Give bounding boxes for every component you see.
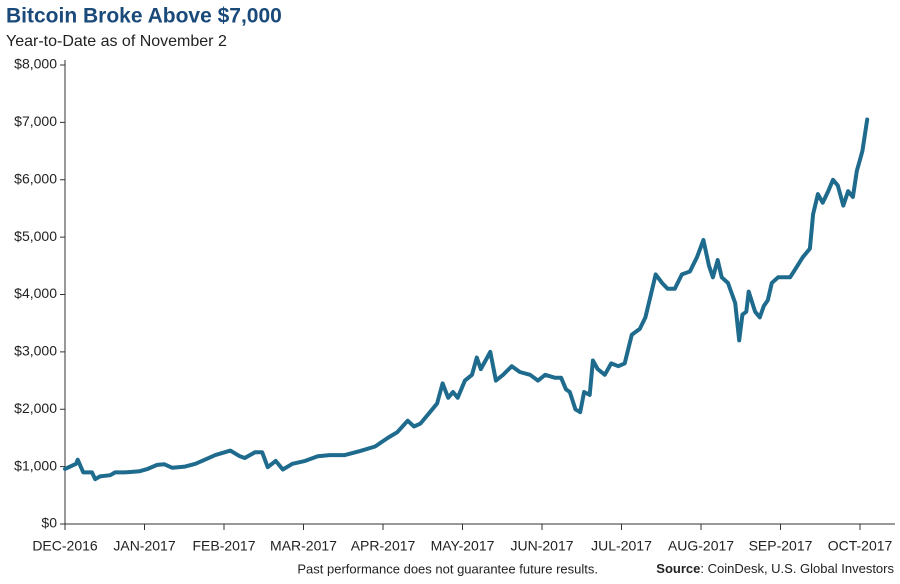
x-tick-label: FEB-2017 xyxy=(192,538,255,554)
x-tick-label: OCT-2017 xyxy=(828,538,893,554)
y-tick-label: $5,000 xyxy=(14,228,57,244)
x-tick-label: SEP-2017 xyxy=(749,538,813,554)
x-tick-label: DEC-2016 xyxy=(32,538,98,554)
y-tick-label: $4,000 xyxy=(14,285,57,301)
x-tick-label: APR-2017 xyxy=(351,538,416,554)
x-tick-label: MAR-2017 xyxy=(270,538,337,554)
y-tick-label: $3,000 xyxy=(14,343,57,359)
x-tick-label: MAY-2017 xyxy=(431,538,495,554)
source-text: : CoinDesk, U.S. Global Investors xyxy=(700,561,894,576)
x-tick-label: JAN-2017 xyxy=(113,538,175,554)
y-tick-label: $1,000 xyxy=(14,457,57,473)
y-tick-label: $7,000 xyxy=(14,113,57,129)
chart-subtitle: Year-to-Date as of November 2 xyxy=(6,33,227,50)
line-series xyxy=(63,117,870,482)
y-tick-label: $6,000 xyxy=(14,170,57,186)
source-label: Source xyxy=(656,561,700,576)
y-tick-label: $8,000 xyxy=(14,56,57,72)
y-tick-label: $0 xyxy=(41,515,57,531)
x-tick-label: JUN-2017 xyxy=(510,538,573,554)
x-tick-label: JUL-2017 xyxy=(591,538,652,554)
footnote: Past performance does not guarantee futu… xyxy=(297,561,598,576)
y-tick-label: $2,000 xyxy=(14,400,57,416)
x-tick-label: AUG-2017 xyxy=(668,538,734,554)
source: Source: CoinDesk, U.S. Global Investors xyxy=(656,561,894,576)
chart-title: Bitcoin Broke Above $7,000 xyxy=(6,5,282,28)
